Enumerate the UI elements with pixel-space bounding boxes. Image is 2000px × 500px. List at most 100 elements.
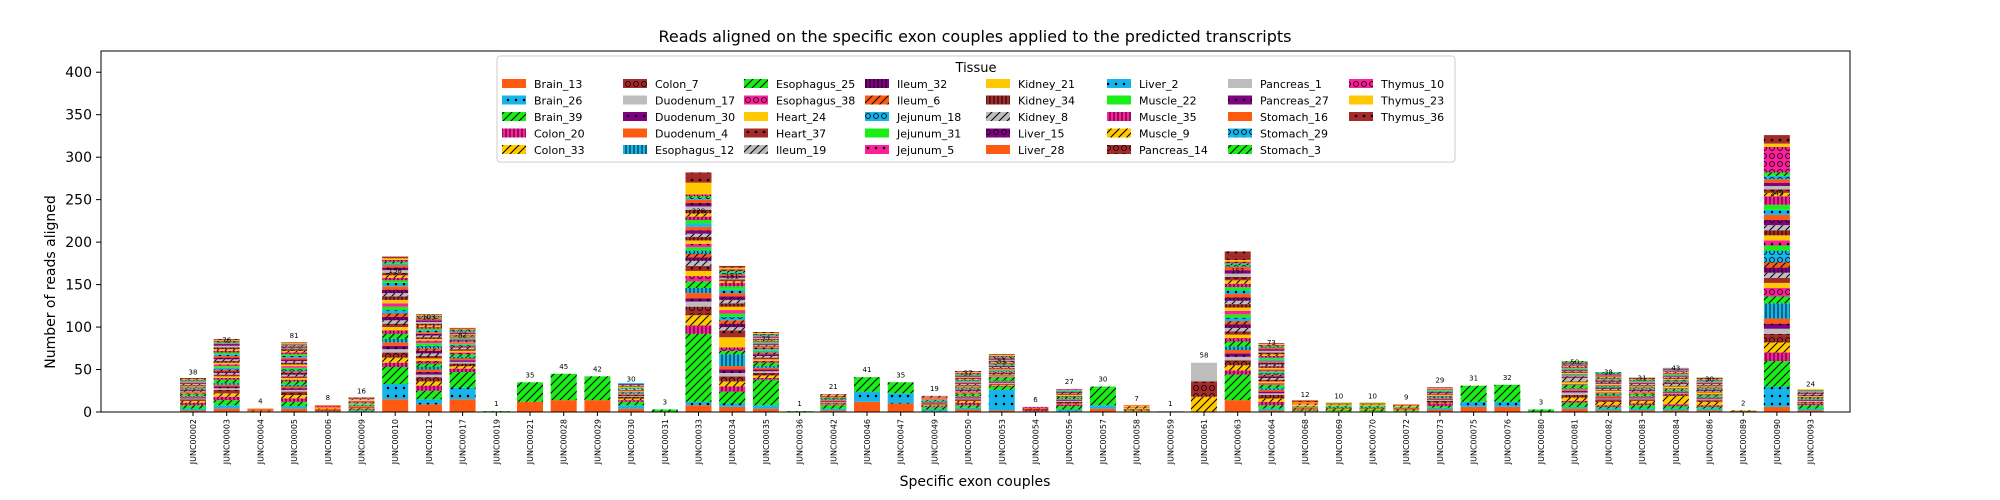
bar-segment [1426,398,1453,400]
bar-segment-hatch [752,344,779,346]
bar-segment-hatch [213,405,240,409]
bar-segment [382,327,409,331]
bar-segment-hatch [1696,384,1723,386]
legend-swatch-hatch [744,145,768,154]
bar-segment [685,182,712,195]
bar-segment-hatch [1595,397,1622,399]
bar-segment-hatch [449,336,476,338]
bar-segment [1696,397,1723,399]
bar-segment-hatch [1763,352,1790,362]
bar-segment [1595,385,1622,387]
bar-segment-hatch [382,272,409,276]
bar-segment-hatch [1224,324,1251,328]
bar-segment-hatch [988,377,1015,381]
bar-segment [955,372,982,373]
bar-segment-hatch [449,327,476,329]
x-tick-label: JUNC00069 [1335,419,1344,465]
bar-segment-hatch [281,395,308,399]
bar-segment [955,382,982,384]
bar-segment [1763,235,1790,241]
bar-total-label: 29 [1435,376,1444,384]
bar-segment-hatch [1595,405,1622,407]
bar-segment [1763,328,1790,334]
bar-segment-hatch [1561,371,1588,373]
legend-swatch [502,79,526,88]
bar-segment-hatch [281,391,308,396]
x-tick-label: JUNC00082 [1604,419,1613,465]
bar-segment-hatch [382,296,409,300]
x-tick-label: JUNC00054 [1032,419,1041,465]
bar-segment [382,299,409,304]
legend-label: Stomach_3 [1260,144,1321,157]
bar-segment-hatch [449,346,476,348]
bar-segment-hatch [988,383,1015,385]
bar-segment-hatch [584,376,611,401]
bar-segment-hatch [382,357,409,363]
bar-segment-hatch [1730,410,1757,412]
bar-segment-hatch [415,323,442,326]
bar-segment [921,403,948,405]
bar-segment [449,333,476,335]
bar-segment-hatch [180,397,206,399]
bar-segment-hatch [820,399,847,401]
bar-segment [1561,392,1588,396]
bar-segment [988,358,1015,360]
bar-segment-hatch [955,383,982,384]
bar-segment-hatch [685,237,712,241]
bar-segment [719,277,746,280]
bar-segment-hatch [382,333,409,339]
bar-segment [517,401,543,412]
x-tick-label: JUNC00064 [1267,419,1276,465]
bar-segment-hatch [887,393,914,404]
bar-segment [988,381,1015,383]
bar-total-label: 10 [1334,393,1343,401]
bar-segment-hatch [955,378,982,379]
bar-segment [1662,368,1689,370]
bar-segment-hatch [752,344,779,345]
bar-segment-hatch [719,403,746,407]
bar-segment-hatch [1426,397,1453,399]
bar-segment-hatch [719,323,746,328]
bar-segment-hatch [314,410,341,412]
bar-segment [1426,388,1453,390]
bar-segment-hatch [1258,372,1285,375]
bar-segment-hatch [1258,388,1285,390]
bar-segment-hatch [382,310,409,314]
bar-segment-hatch [752,339,779,341]
bar-segment [382,342,409,346]
bar-total-label: 42 [593,365,602,373]
bar-segment-hatch [988,373,1015,375]
bar-segment [1494,406,1521,412]
bar-total-label: 76 [222,336,231,344]
x-tick-label: JUNC00068 [1301,419,1310,465]
legend-swatch [623,95,647,105]
x-tick-label: JUNC00028 [560,419,569,465]
bar-segment-hatch [921,405,948,407]
bar-segment-hatch [752,405,779,409]
bar-segment [1426,400,1453,401]
bar-segment-hatch [921,399,948,401]
bar-segment-hatch [752,347,779,350]
bar-segment-hatch [1056,392,1083,394]
bar-segment [449,328,476,330]
bar-segment [1258,361,1285,363]
bar-segment-hatch [1797,401,1824,403]
bar-segment-hatch [1629,378,1656,379]
bar-segment-hatch [281,350,308,353]
bar-segment-hatch [281,369,308,372]
bar-segment-hatch [281,345,308,347]
bar-segment-hatch [180,391,206,393]
bar-segment [281,367,308,370]
bar-segment [1561,364,1588,366]
bar-segment-hatch [1696,400,1723,402]
bar-segment-hatch [348,401,375,403]
bar-segment-hatch [1325,406,1352,407]
bar-segment-hatch [1292,410,1319,412]
legend-label: Pancreas_1 [1260,78,1322,91]
bar-segment [213,355,240,358]
bar-segment [1595,378,1622,380]
bar-total-label: 31 [1638,375,1647,383]
x-tick-label: JUNC00005 [290,419,299,465]
bar-segment-hatch [1224,270,1251,274]
bar-segment-hatch [382,303,409,307]
